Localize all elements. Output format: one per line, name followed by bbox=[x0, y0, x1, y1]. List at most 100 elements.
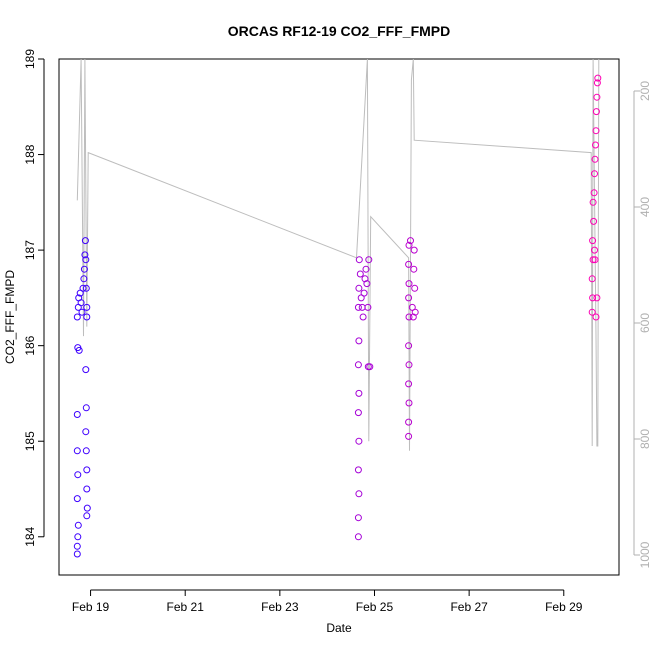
y-tick-label: 187 bbox=[23, 240, 37, 260]
data-point bbox=[592, 313, 600, 321]
data-point bbox=[354, 466, 362, 474]
data-point bbox=[405, 399, 413, 407]
data-point bbox=[81, 251, 89, 259]
data-point bbox=[73, 542, 81, 550]
x-tick-label: Feb 25 bbox=[356, 600, 394, 614]
plot-area bbox=[58, 58, 620, 576]
data-point bbox=[81, 237, 89, 245]
x-tick-label: Feb 21 bbox=[167, 600, 205, 614]
data-point bbox=[82, 256, 90, 264]
data-point bbox=[409, 313, 417, 321]
data-point bbox=[356, 270, 364, 278]
data-point bbox=[73, 313, 81, 321]
right-tick-label: 200 bbox=[638, 81, 650, 101]
altitude-line bbox=[76, 58, 600, 451]
data-point bbox=[594, 74, 602, 82]
data-point bbox=[363, 280, 371, 288]
data-point bbox=[83, 504, 91, 512]
data-point bbox=[80, 275, 88, 283]
data-point bbox=[83, 303, 91, 311]
data-point bbox=[410, 265, 418, 273]
data-point bbox=[354, 533, 362, 541]
data-point bbox=[411, 284, 419, 292]
data-point bbox=[589, 256, 597, 264]
x-axis-label: Date bbox=[326, 621, 352, 635]
chart-title: ORCAS RF12-19 CO2_FFF_FMPD bbox=[228, 23, 450, 39]
y-axis: 184 185 186 187 188 189 bbox=[23, 49, 45, 547]
y-tick-label: 185 bbox=[23, 431, 37, 451]
data-point bbox=[405, 418, 413, 426]
data-point bbox=[355, 284, 363, 292]
data-point bbox=[354, 409, 362, 417]
right-axis: 200 400 600 800 1000 bbox=[633, 81, 650, 568]
y-tick-label: 184 bbox=[23, 526, 37, 546]
data-point bbox=[82, 366, 90, 374]
x-tick-label: Feb 29 bbox=[545, 600, 583, 614]
right-tick-label: 600 bbox=[638, 313, 650, 333]
data-point bbox=[405, 280, 413, 288]
data-point bbox=[411, 308, 419, 316]
data-point bbox=[358, 303, 366, 311]
y-tick-label: 188 bbox=[23, 144, 37, 164]
data-point bbox=[405, 432, 413, 440]
data-point bbox=[74, 471, 82, 479]
data-point bbox=[405, 313, 413, 321]
data-point bbox=[593, 294, 601, 302]
altitude-trace bbox=[76, 58, 600, 451]
data-point bbox=[589, 294, 597, 302]
data-point bbox=[82, 428, 90, 436]
data-point bbox=[355, 490, 363, 498]
data-point bbox=[590, 217, 598, 225]
data-point bbox=[407, 237, 414, 245]
data-point bbox=[591, 246, 598, 254]
y-tick-label: 186 bbox=[23, 335, 37, 355]
data-point bbox=[591, 256, 599, 264]
data-point bbox=[360, 289, 368, 297]
x-axis: Feb 19 Feb 21 Feb 23 Feb 25 Feb 27 Feb 29 bbox=[72, 589, 583, 614]
right-tick-label: 800 bbox=[638, 429, 650, 449]
data-point bbox=[592, 108, 600, 116]
data-point bbox=[73, 411, 81, 418]
x-tick-label: Feb 19 bbox=[72, 600, 110, 614]
data-point bbox=[354, 303, 362, 311]
data-point bbox=[591, 170, 598, 178]
data-point bbox=[354, 361, 362, 369]
data-point bbox=[82, 447, 90, 455]
data-point bbox=[590, 189, 598, 197]
x-tick-label: Feb 23 bbox=[261, 600, 299, 614]
data-point bbox=[405, 361, 413, 369]
data-point bbox=[73, 447, 81, 455]
data-point bbox=[82, 404, 90, 412]
data-point bbox=[355, 389, 363, 397]
right-tick-label: 400 bbox=[638, 197, 650, 217]
data-point bbox=[83, 485, 91, 493]
data-point bbox=[73, 550, 81, 558]
data-point bbox=[366, 363, 374, 371]
data-point bbox=[364, 303, 372, 311]
data-point bbox=[361, 275, 369, 283]
x-tick-label: Feb 27 bbox=[450, 600, 488, 614]
data-point bbox=[77, 299, 85, 307]
data-point bbox=[355, 256, 363, 264]
data-point bbox=[593, 79, 601, 87]
data-point bbox=[592, 141, 599, 149]
data-point bbox=[592, 127, 600, 135]
data-point bbox=[589, 237, 597, 245]
data-point bbox=[405, 380, 413, 388]
data-point bbox=[74, 533, 82, 541]
data-point bbox=[588, 275, 596, 283]
data-point bbox=[73, 495, 81, 503]
y-tick-label: 189 bbox=[23, 49, 37, 69]
data-point bbox=[405, 241, 413, 249]
data-point bbox=[405, 342, 413, 350]
right-tick-label: 1000 bbox=[638, 541, 650, 568]
data-point bbox=[83, 512, 91, 520]
data-point bbox=[83, 313, 91, 321]
data-point bbox=[410, 246, 418, 254]
data-point bbox=[405, 260, 413, 268]
data-points bbox=[73, 74, 602, 558]
data-point bbox=[355, 437, 363, 445]
data-point bbox=[83, 466, 91, 474]
data-point bbox=[79, 284, 87, 292]
